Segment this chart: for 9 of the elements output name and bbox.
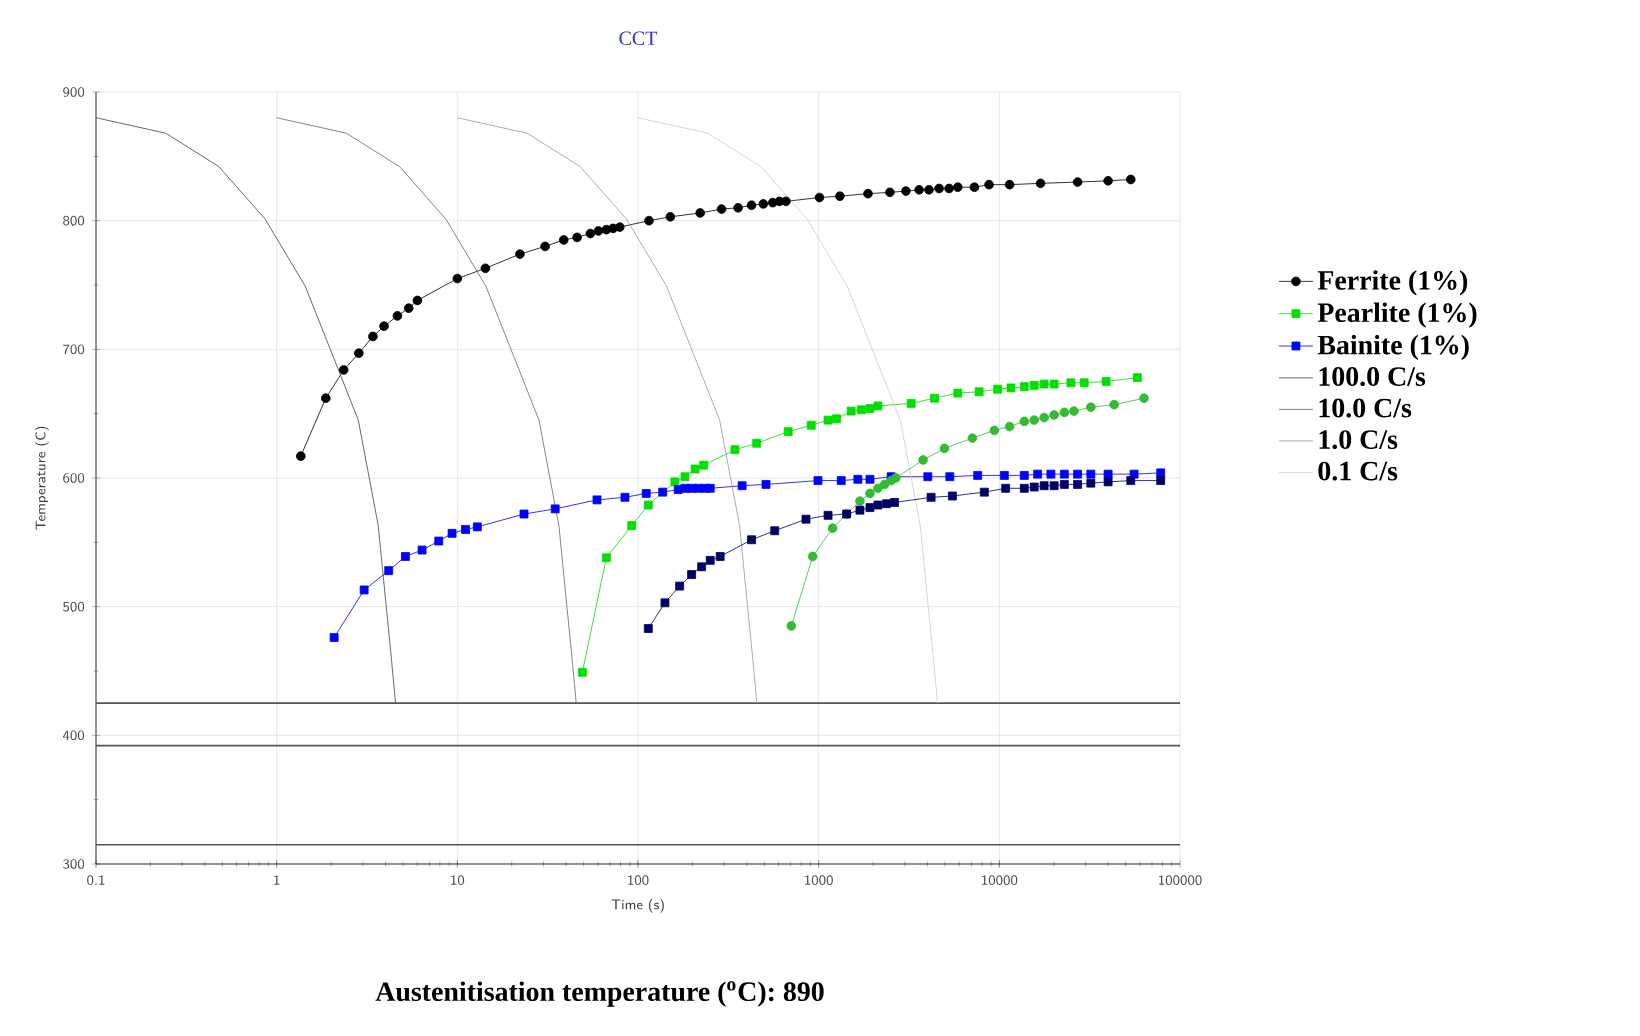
legend-label: Ferrite (1%)	[1317, 270, 1468, 296]
legend-label: 100.0 C/s	[1319, 367, 1426, 387]
legend-label: Pearlite (1%)	[1317, 302, 1477, 328]
legend-label: Bainite (1%)	[1317, 334, 1469, 361]
legend-label: 1.0 C/s	[1319, 430, 1398, 450]
legend-label: 10.0 C/s	[1319, 398, 1412, 418]
legend-label: 0.1 C/s	[1318, 461, 1398, 481]
text: Austenitisation temperature ($^{o}$C): 890	[375, 981, 824, 1007]
chart-title: CCT	[619, 31, 658, 45]
